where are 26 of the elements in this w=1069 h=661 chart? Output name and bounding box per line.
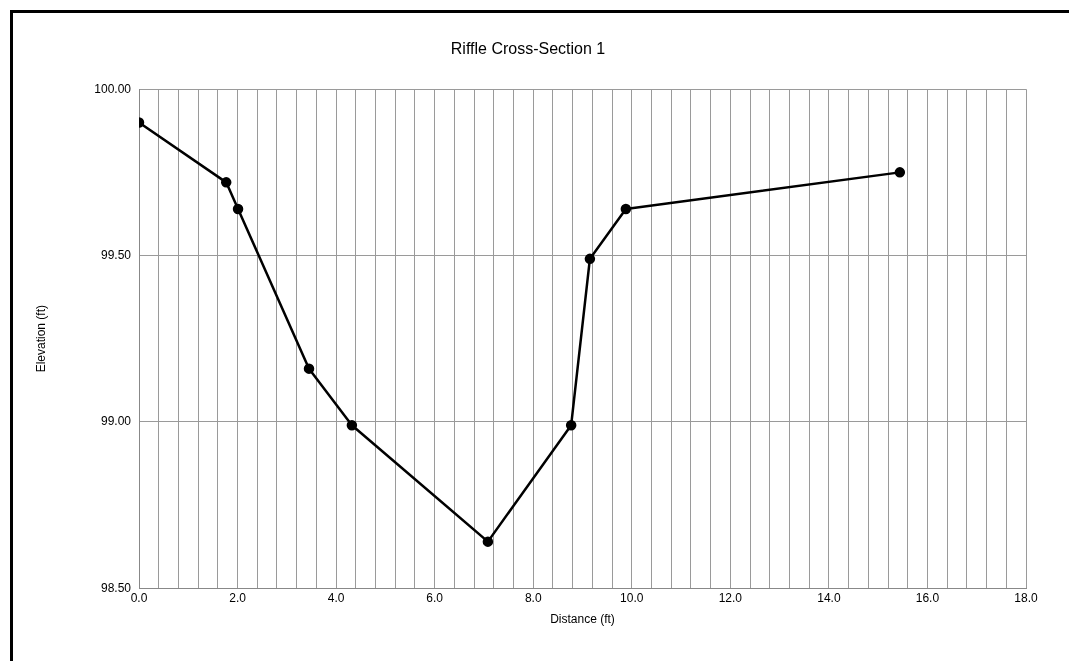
y-tick-label: 99.00 — [100, 414, 132, 429]
x-tick-label: 12.0 — [718, 590, 743, 605]
x-tick-label: 4.0 — [327, 590, 345, 605]
point — [620, 203, 632, 215]
point — [232, 203, 244, 215]
x-tick-label: 2.0 — [229, 590, 247, 605]
x-tick-label: 6.0 — [426, 590, 444, 605]
point — [894, 167, 906, 178]
x-tick-label: 18.0 — [1014, 590, 1038, 605]
y-tick-label: 100.00 — [94, 81, 132, 96]
x-tick-label: 16.0 — [915, 590, 940, 605]
x-tick-label: 14.0 — [817, 590, 841, 605]
point — [482, 536, 494, 547]
x-tick-label: 8.0 — [524, 590, 542, 605]
point — [220, 177, 232, 188]
y-axis-title: Elevation (ft) — [33, 305, 48, 373]
point — [346, 419, 358, 431]
x-tick-label: 0.0 — [130, 590, 148, 605]
y-tick-label: 98.50 — [100, 580, 132, 595]
point — [565, 419, 577, 431]
x-axis-title: Distance (ft) — [550, 612, 615, 627]
point — [584, 253, 596, 265]
x-tick-label: 10.0 — [620, 590, 644, 605]
point — [303, 363, 315, 374]
y-tick-label: 99.50 — [100, 247, 132, 262]
chart-title: Riffle Cross-Section 1 — [450, 40, 606, 58]
